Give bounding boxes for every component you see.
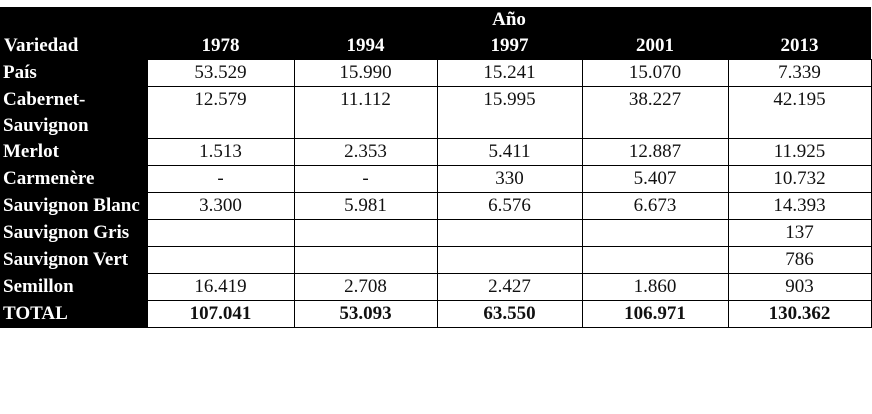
value-cell: 1.513 (146, 138, 295, 166)
value-cell: 15.990 (293, 59, 438, 87)
value-cell (293, 219, 438, 247)
value-cell: 14.393 (727, 192, 872, 220)
header-variedad: Variedad (0, 33, 147, 60)
value-cell: 330 (436, 165, 583, 193)
value-cell: 5.981 (293, 192, 438, 220)
header-year-group: Año (147, 7, 871, 33)
table-row: Sauvignon Blanc 3.300 5.981 6.576 6.673 14.39… (0, 192, 872, 220)
value-cell: 12.579 (146, 86, 295, 139)
value-cell: 15.241 (436, 59, 583, 87)
value-cell: 3.300 (146, 192, 295, 220)
value-cell: 903 (727, 273, 872, 301)
header-year: 1978 (147, 33, 294, 60)
variety-name: Sauvignon Blanc (0, 192, 147, 220)
value-cell: 107.041 (146, 300, 295, 328)
header-year: 1997 (437, 33, 582, 60)
variety-name: Merlot (0, 138, 147, 166)
value-cell: 11.112 (293, 86, 438, 139)
value-cell: 786 (727, 246, 872, 274)
value-cell: 2.427 (436, 273, 583, 301)
table-row: Cabernet- Sauvignon 12.579 11.112 15.995 38.… (0, 86, 872, 139)
value-cell (581, 219, 729, 247)
value-cell: 42.195 (727, 86, 872, 139)
total-row: TOTAL 107.041 53.093 63.550 106.971 130.362 (0, 300, 872, 328)
value-cell: 16.419 (146, 273, 295, 301)
value-cell: 11.925 (727, 138, 872, 166)
value-cell: 38.227 (581, 86, 729, 139)
header-year: 2001 (582, 33, 728, 60)
value-cell: 5.411 (436, 138, 583, 166)
variety-name: País (0, 59, 147, 87)
value-cell: 137 (727, 219, 872, 247)
value-cell: 2.353 (293, 138, 438, 166)
varieties-table: Año Variedad 1978 1994 1997 2001 2013 Pa… (0, 7, 872, 328)
value-cell: 63.550 (436, 300, 583, 328)
variety-name: Sauvignon Vert (0, 246, 147, 274)
value-cell: 2.708 (293, 273, 438, 301)
value-cell: 12.887 (581, 138, 729, 166)
table-row: Sauvignon Gris 137 (0, 219, 872, 247)
value-cell: 7.339 (727, 59, 872, 87)
variety-name: Cabernet- Sauvignon (0, 86, 147, 139)
value-cell: - (293, 165, 438, 193)
value-cell (436, 219, 583, 247)
value-cell: 15.995 (436, 86, 583, 139)
table-row: Carmenère - -330 5.407 10.732 (0, 165, 872, 193)
table-row: Merlot 1.513 2.353 5.411 12.887 11.925 (0, 138, 872, 166)
table-row: Semillon 16.419 2.708 2.427 1.860 903 (0, 273, 872, 301)
value-cell: 5.407 (581, 165, 729, 193)
value-cell: 6.673 (581, 192, 729, 220)
variety-name: TOTAL (0, 300, 147, 328)
value-cell: 1.860 (581, 273, 729, 301)
variety-name: Semillon (0, 273, 147, 301)
variety-name: Carmenère (0, 165, 147, 193)
value-cell: 106.971 (581, 300, 729, 328)
value-cell: 53.093 (293, 300, 438, 328)
value-cell: 6.576 (436, 192, 583, 220)
value-cell: 53.529 (146, 59, 295, 87)
table-row: Sauvignon Vert 786 (0, 246, 872, 274)
value-cell (581, 246, 729, 274)
header-year: 2013 (728, 33, 871, 60)
header-blank (0, 7, 147, 33)
value-cell (146, 246, 295, 274)
value-cell: 15.070 (581, 59, 729, 87)
value-cell (146, 219, 295, 247)
table-row: País 53.529 15.990 15.241 15.070 7.339 (0, 59, 872, 87)
value-cell: 130.362 (727, 300, 872, 328)
value-cell (293, 246, 438, 274)
variety-name: Sauvignon Gris (0, 219, 147, 247)
value-cell: 10.732 (727, 165, 872, 193)
header-year: 1994 (294, 33, 437, 60)
value-cell: - (146, 165, 295, 193)
value-cell (436, 246, 583, 274)
